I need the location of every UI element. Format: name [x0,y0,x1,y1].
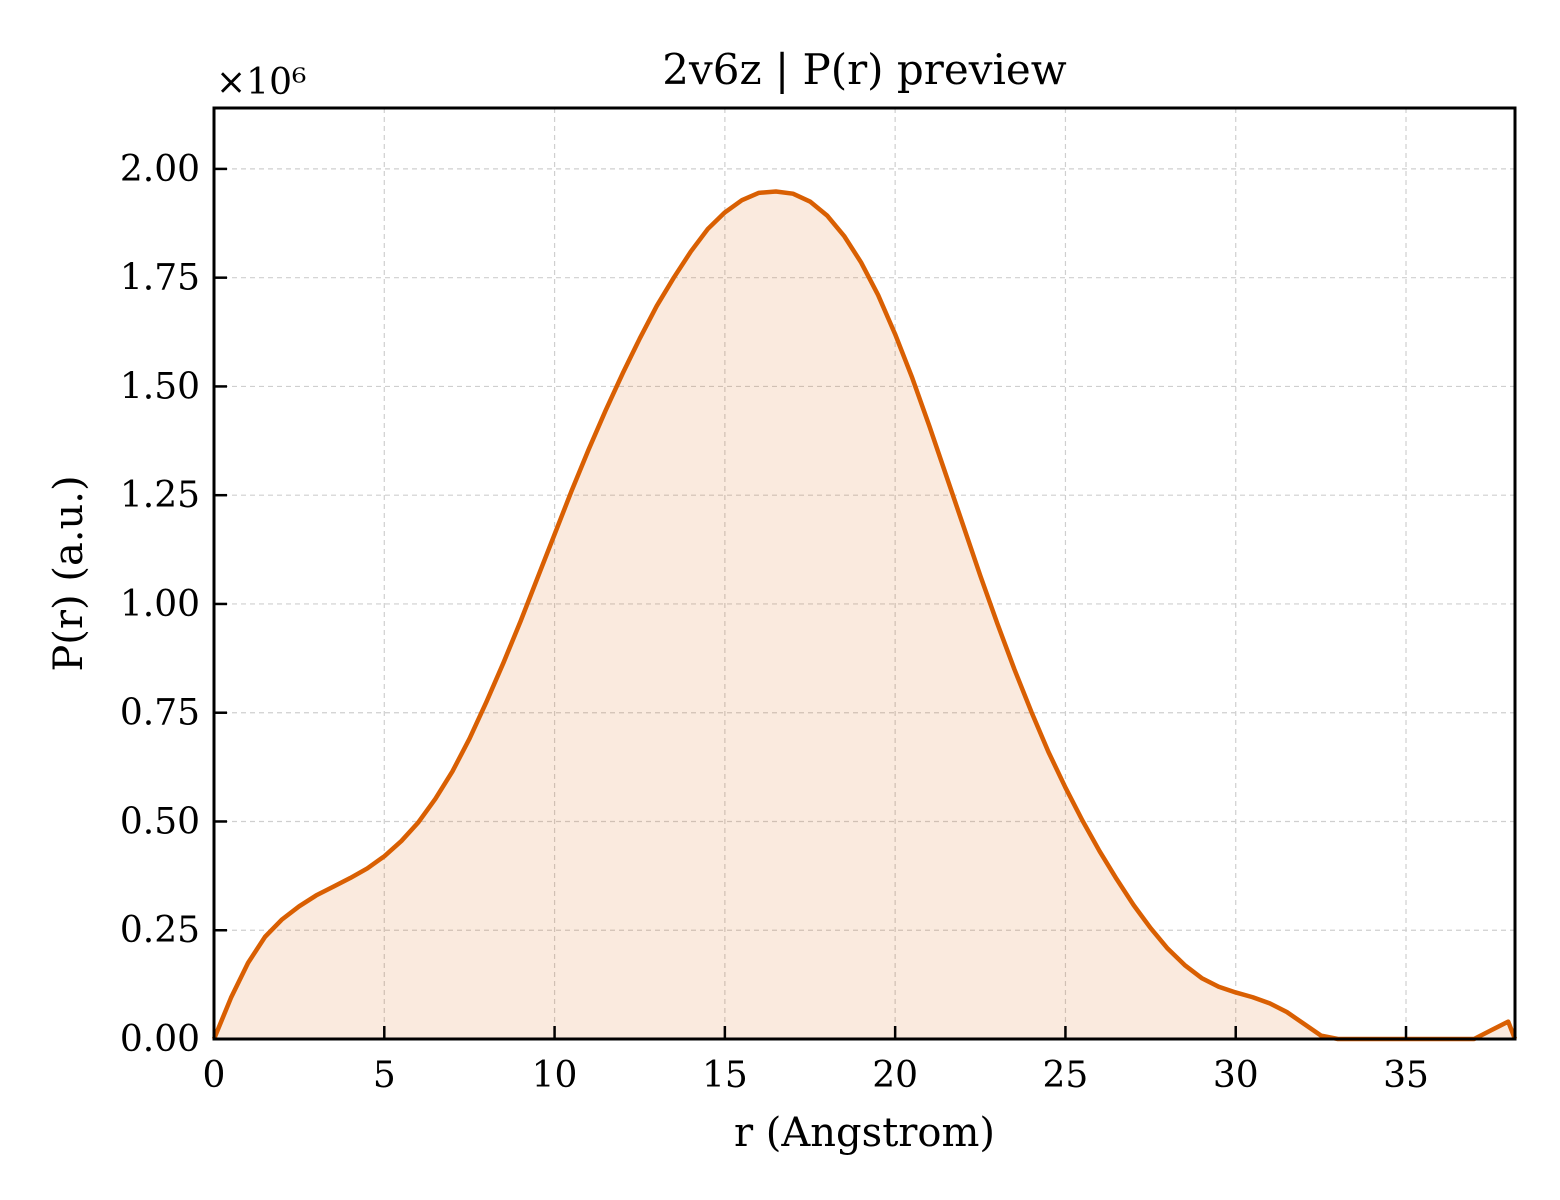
y-tick-label: 0.50 [120,801,200,842]
plot-frame [212,106,1517,1041]
x-tick-label: 20 [872,1055,918,1096]
chart-title: 2v6z | P(r) preview [662,45,1066,94]
x-tick-label: 25 [1043,1055,1089,1096]
x-tick-label: 15 [702,1055,748,1096]
x-tick-label: 5 [373,1055,396,1096]
series-line [211,189,1518,1042]
ticks: 0 5 10 15 20 25 30 35 0.00 0.25 0.50 0.75 1.00 1.25 1.… [120,149,1429,1096]
series-area [214,191,1515,1039]
x-tick-label: 30 [1213,1055,1259,1096]
x-tick-label: 10 [532,1055,578,1096]
y-tick-label: 1.00 [120,584,200,625]
grid [214,108,1515,1039]
y-tick-label: 1.50 [120,366,200,407]
x-tick-label: 0 [203,1055,226,1096]
y-axis-multiplier: ×10⁶ [216,62,306,103]
x-axis-label: r (Angstrom) [734,1110,995,1156]
y-tick-label: 1.25 [120,475,200,516]
y-tick-label: 0.00 [120,1019,200,1060]
x-tick-label: 35 [1383,1055,1429,1096]
y-tick-label: 2.00 [120,149,200,190]
y-tick-label: 1.75 [120,258,200,299]
y-tick-label: 0.25 [120,910,200,951]
y-tick-label: 0.75 [120,693,200,734]
y-axis-label: P(r) (a.u.) [46,475,92,671]
